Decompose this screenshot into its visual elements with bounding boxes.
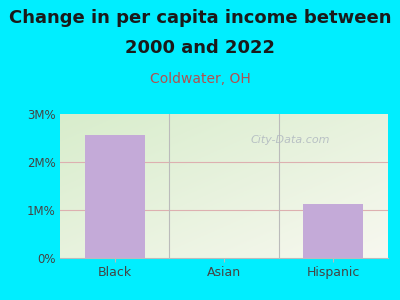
Text: City-Data.com: City-Data.com (250, 135, 330, 145)
Bar (85, 135, 145, 258)
Bar (303, 204, 364, 258)
Text: 2000 and 2022: 2000 and 2022 (125, 39, 275, 57)
Text: Change in per capita income between: Change in per capita income between (9, 9, 391, 27)
Text: Coldwater, OH: Coldwater, OH (150, 72, 250, 86)
